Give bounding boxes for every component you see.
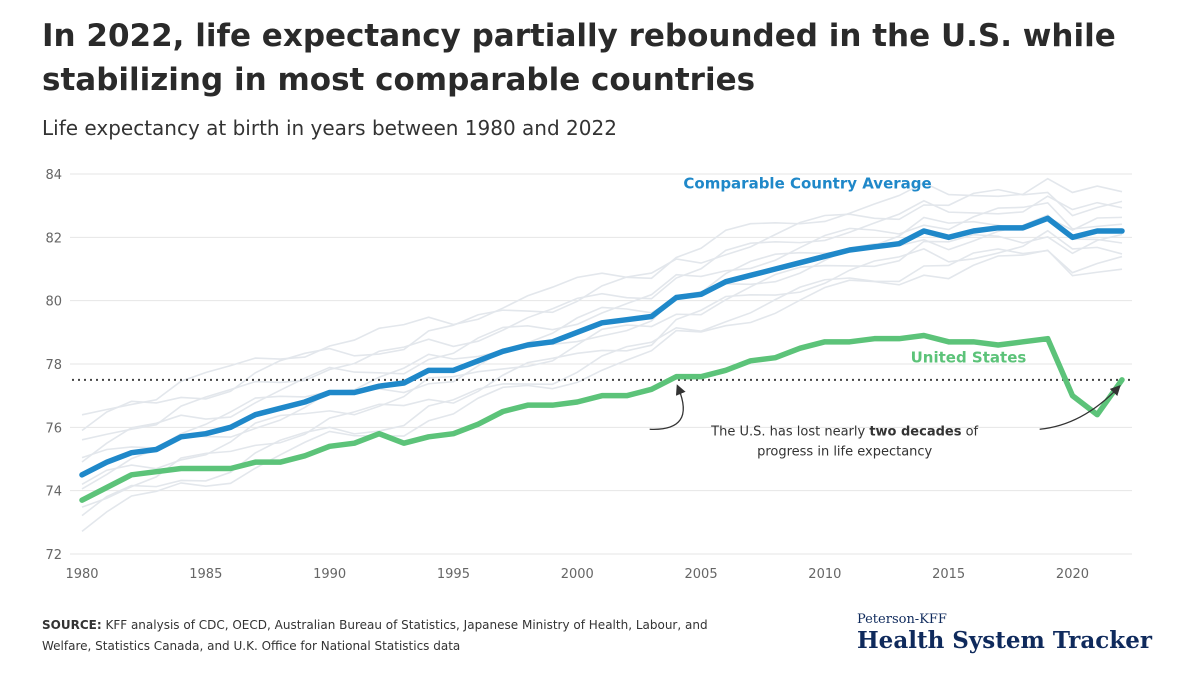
background-country-line-7 — [81, 229, 1123, 508]
brand-logo: Peterson-KFF Health System Tracker — [857, 612, 1152, 655]
background-country-line-6 — [81, 233, 1123, 485]
background-country-line-3 — [81, 201, 1123, 463]
y-tick-label-82: 82 — [45, 231, 62, 246]
label-comparable-average: Comparable Country Average — [683, 174, 931, 192]
y-axis-ticks: 72 74 76 78 80 82 84 — [45, 168, 62, 563]
background-country-line-2 — [81, 195, 1123, 441]
y-tick-label-80: 80 — [45, 295, 62, 310]
chart-subtitle: Life expectancy at birth in years betwee… — [42, 116, 617, 140]
annotation-arrow-right — [1039, 385, 1121, 430]
series-labels: Comparable Country Average United States — [683, 174, 1026, 366]
line-chart: 72 74 76 78 80 82 84 1980 1985 1990 1995 2000 2005 2… — [45, 168, 1132, 582]
y-tick-label-84: 84 — [45, 168, 62, 183]
x-tick-label-2010: 2010 — [808, 567, 841, 582]
x-tick-label-1990: 1990 — [313, 567, 346, 582]
y-tick-label-78: 78 — [45, 358, 62, 373]
us-line — [79, 332, 1125, 503]
background-country-line-8 — [81, 248, 1123, 517]
background-country-line-4 — [81, 216, 1123, 459]
series-lines — [79, 215, 1125, 503]
annotation-text-line1: The U.S. has lost nearly two decades of — [710, 424, 978, 439]
source-text: KFF analysis of CDC, OECD, Australian Bu… — [42, 618, 708, 653]
logo-top-text: Peterson-KFF — [856, 612, 947, 627]
background-country-line-10 — [81, 249, 1123, 532]
logo-main-text: Health System Tracker — [856, 627, 1152, 654]
x-tick-label-2000: 2000 — [561, 567, 594, 582]
chart-title: In 2022, life expectancy partially rebou… — [42, 18, 1116, 98]
x-axis-ticks: 1980 1985 1990 1995 2000 2005 2010 2015 2020 — [65, 567, 1089, 582]
label-united-states: United States — [911, 348, 1027, 366]
x-tick-label-1995: 1995 — [437, 567, 470, 582]
annotation: The U.S. has lost nearly two decades of p… — [649, 384, 1121, 459]
annotation-text-line2: progress in life expectancy — [757, 444, 932, 459]
background-country-line-9 — [81, 177, 1123, 416]
x-tick-label-2020: 2020 — [1056, 567, 1089, 582]
background-country-lines — [81, 177, 1123, 532]
y-tick-label-76: 76 — [45, 421, 62, 436]
background-country-line-1 — [81, 188, 1123, 432]
comparable-average-line — [79, 215, 1125, 478]
y-tick-label-74: 74 — [45, 485, 62, 500]
source-note: SOURCE: KFF analysis of CDC, OECD, Austr… — [42, 615, 732, 657]
grid-lines — [70, 173, 1132, 555]
x-tick-label-1985: 1985 — [189, 567, 222, 582]
y-tick-label-72: 72 — [45, 548, 62, 563]
background-country-line-5 — [81, 214, 1123, 490]
x-tick-label-1980: 1980 — [65, 567, 98, 582]
source-label: SOURCE: — [42, 618, 102, 632]
x-tick-label-2005: 2005 — [685, 567, 718, 582]
x-tick-label-2015: 2015 — [932, 567, 965, 582]
annotation-arrow-left — [649, 384, 686, 430]
